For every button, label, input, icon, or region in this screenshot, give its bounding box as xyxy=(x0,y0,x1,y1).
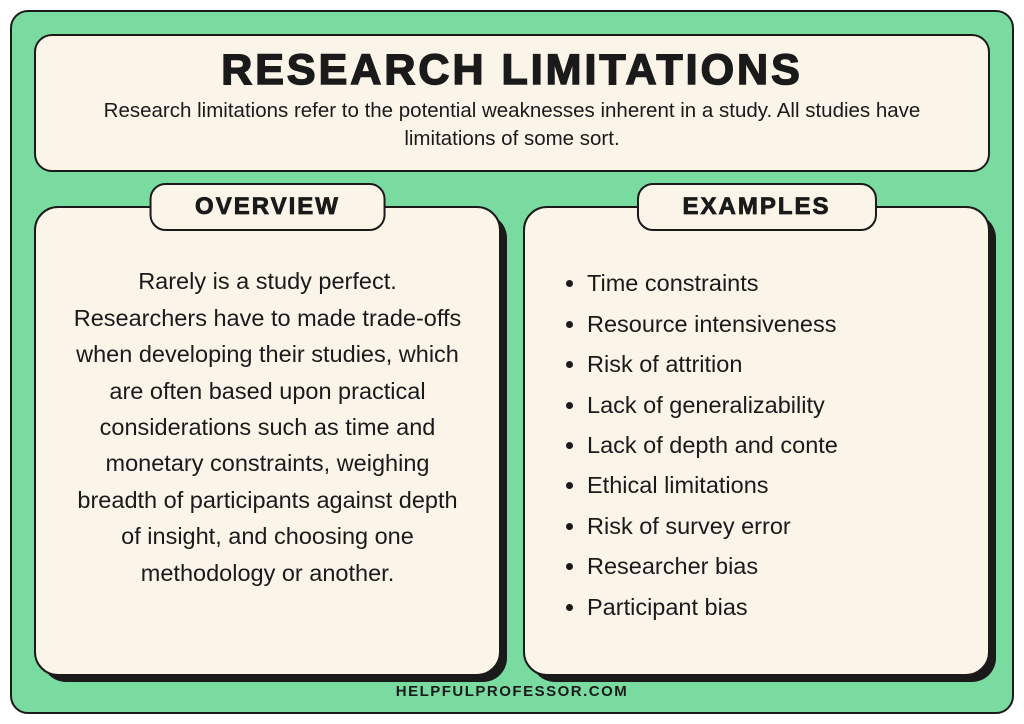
subtitle: Research limitations refer to the potent… xyxy=(66,97,958,152)
overview-card: OVERVIEW Rarely is a study perfect. Rese… xyxy=(34,206,501,676)
list-item: Ethical limitations xyxy=(587,465,954,505)
overview-tab: OVERVIEW xyxy=(149,183,386,231)
footer-credit: HELPFULPROFESSOR.COM xyxy=(12,683,1012,700)
main-title: RESEARCH LIMITATIONS xyxy=(66,46,958,95)
list-item: Lack of depth and conte xyxy=(587,425,954,465)
header-card: RESEARCH LIMITATIONS Research limitation… xyxy=(34,34,990,172)
infographic-frame: RESEARCH LIMITATIONS Research limitation… xyxy=(10,10,1014,714)
examples-card: EXAMPLES Time constraints Resource inten… xyxy=(523,206,990,676)
overview-text: Rarely is a study perfect. Researchers h… xyxy=(70,263,465,591)
list-item: Participant bias xyxy=(587,587,954,627)
examples-list: Time constraints Resource intensiveness … xyxy=(559,263,954,627)
examples-card-wrap: EXAMPLES Time constraints Resource inten… xyxy=(523,206,990,676)
list-item: Resource intensiveness xyxy=(587,304,954,344)
list-item: Risk of survey error xyxy=(587,506,954,546)
columns-row: OVERVIEW Rarely is a study perfect. Rese… xyxy=(34,206,990,676)
list-item: Risk of attrition xyxy=(587,344,954,384)
examples-tab: EXAMPLES xyxy=(636,183,876,231)
list-item: Lack of generalizability xyxy=(587,385,954,425)
overview-card-wrap: OVERVIEW Rarely is a study perfect. Rese… xyxy=(34,206,501,676)
list-item: Time constraints xyxy=(587,263,954,303)
list-item: Researcher bias xyxy=(587,546,954,586)
